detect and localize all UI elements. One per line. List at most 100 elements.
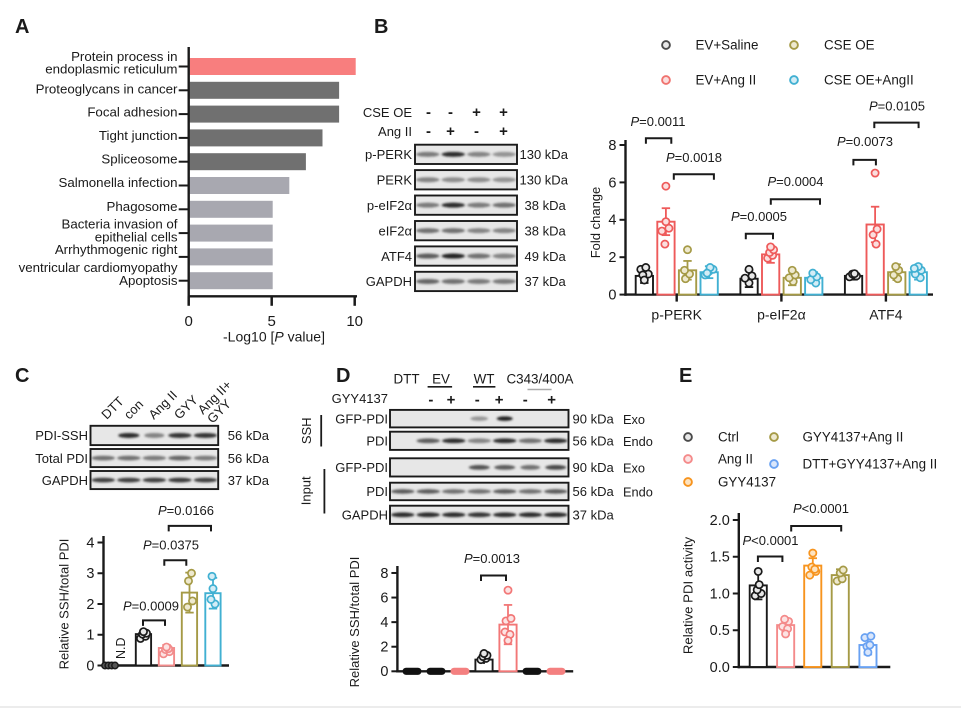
svg-text:Relative PDI activity: Relative PDI activity (681, 536, 696, 654)
svg-text:P=0.0011: P=0.0011 (630, 114, 685, 129)
svg-text:4: 4 (380, 615, 388, 631)
svg-text:PERK: PERK (377, 172, 413, 187)
svg-text:+: + (447, 392, 456, 409)
svg-text:ATF4: ATF4 (869, 307, 902, 323)
svg-text:1: 1 (86, 628, 94, 644)
svg-text:P=0.0073: P=0.0073 (837, 134, 893, 149)
svg-text:SSH: SSH (299, 417, 314, 444)
svg-text:P=0.0004: P=0.0004 (767, 174, 823, 189)
svg-text:0: 0 (380, 664, 388, 680)
svg-text:Total PDI: Total PDI (35, 451, 88, 466)
svg-text:Phagosome: Phagosome (107, 199, 178, 214)
svg-text:90 kDa: 90 kDa (573, 460, 615, 475)
svg-text:Exo: Exo (623, 461, 645, 476)
svg-text:B: B (374, 16, 388, 38)
svg-text:D: D (336, 365, 350, 387)
svg-text:2: 2 (380, 640, 388, 656)
svg-text:p-eIF2α: p-eIF2α (757, 307, 806, 323)
svg-text:A: A (15, 16, 29, 38)
svg-text:49 kDa: 49 kDa (525, 249, 567, 264)
svg-text:P=0.0375: P=0.0375 (143, 538, 199, 553)
svg-text:37 kDa: 37 kDa (228, 473, 270, 488)
svg-text:Exo: Exo (623, 412, 645, 427)
svg-text:-Log10 [P value]: -Log10 [P value] (223, 329, 325, 345)
svg-text:Ctrl: Ctrl (718, 430, 739, 445)
svg-text:DTT: DTT (393, 372, 419, 387)
svg-text:ventricular cardiomyopathy: ventricular cardiomyopathy (19, 260, 178, 275)
svg-text:p-eIF2α: p-eIF2α (367, 198, 413, 213)
svg-text:130 kDa: 130 kDa (520, 147, 569, 162)
svg-text:0: 0 (608, 288, 616, 304)
svg-text:2: 2 (86, 597, 94, 613)
svg-text:38 kDa: 38 kDa (525, 223, 567, 238)
svg-text:Relative SSH/total PDI: Relative SSH/total PDI (57, 539, 72, 670)
svg-text:GYY4137+Ang II: GYY4137+Ang II (803, 430, 904, 445)
svg-text:+: + (499, 123, 508, 140)
svg-text:56 kDa: 56 kDa (573, 434, 615, 449)
svg-text:Ang II: Ang II (378, 124, 412, 139)
svg-text:Tight junction: Tight junction (99, 128, 178, 143)
svg-text:E: E (679, 365, 692, 387)
svg-text:eIF2α: eIF2α (378, 223, 412, 238)
svg-text:+: + (499, 104, 508, 121)
svg-text:GYY4137: GYY4137 (718, 475, 776, 490)
svg-text:GAPDH: GAPDH (366, 274, 412, 289)
svg-text:P<0.0001: P<0.0001 (793, 501, 849, 516)
svg-text:P=0.0013: P=0.0013 (464, 551, 520, 566)
svg-text:2: 2 (608, 250, 616, 266)
svg-text:p-PERK: p-PERK (651, 307, 702, 323)
svg-text:+: + (495, 392, 504, 409)
svg-text:8: 8 (608, 138, 616, 154)
svg-text:Arrhythmogenic right: Arrhythmogenic right (55, 242, 178, 257)
svg-text:P=0.0105: P=0.0105 (869, 99, 925, 114)
svg-text:PDI: PDI (366, 434, 388, 449)
svg-text:38 kDa: 38 kDa (525, 198, 567, 213)
svg-text:ATF4: ATF4 (381, 249, 412, 264)
svg-text:+: + (472, 104, 481, 121)
svg-text:GFP-PDI: GFP-PDI (335, 460, 388, 475)
svg-text:DTT+GYY4137+Ang II: DTT+GYY4137+Ang II (803, 457, 938, 472)
svg-text:Relative SSH/total PDI: Relative SSH/total PDI (347, 557, 362, 688)
svg-text:1.0: 1.0 (710, 586, 730, 602)
svg-text:Endo: Endo (623, 434, 653, 449)
svg-text:8: 8 (380, 566, 388, 582)
svg-text:-: - (475, 392, 480, 409)
svg-text:GAPDH: GAPDH (342, 508, 388, 523)
svg-text:C: C (15, 365, 29, 387)
svg-text:P=0.0005: P=0.0005 (731, 209, 787, 224)
svg-text:GYY4137: GYY4137 (332, 391, 388, 406)
svg-text:3: 3 (86, 566, 94, 582)
svg-text:-: - (426, 123, 431, 140)
svg-text:CSE OE: CSE OE (824, 38, 875, 53)
svg-text:6: 6 (608, 175, 616, 191)
svg-text:37 kDa: 37 kDa (525, 274, 567, 289)
svg-text:Endo: Endo (623, 485, 653, 500)
svg-text:endoplasmic reticulum: endoplasmic reticulum (45, 62, 177, 77)
svg-text:EV: EV (432, 372, 450, 387)
svg-text:C343/400A: C343/400A (506, 372, 573, 387)
svg-text:6: 6 (380, 590, 388, 606)
svg-text:+: + (446, 123, 455, 140)
svg-text:2.0: 2.0 (710, 513, 730, 529)
svg-text:CSE OE+AngII: CSE OE+AngII (824, 73, 914, 88)
svg-text:Input: Input (299, 476, 314, 505)
svg-text:10: 10 (346, 313, 363, 330)
svg-text:Proteoglycans in cancer: Proteoglycans in cancer (36, 82, 178, 97)
svg-text:Ang II: Ang II (718, 452, 753, 467)
svg-text:Spliceosome: Spliceosome (101, 152, 177, 167)
svg-text:epithelial cells: epithelial cells (95, 229, 178, 244)
svg-text:130 kDa: 130 kDa (520, 172, 569, 187)
svg-text:Protein process in: Protein process in (71, 49, 177, 64)
svg-text:0: 0 (185, 313, 193, 330)
svg-text:-: - (474, 123, 479, 140)
svg-text:P=0.0018: P=0.0018 (666, 150, 722, 165)
svg-text:P=0.0166: P=0.0166 (158, 503, 214, 518)
svg-text:+: + (547, 392, 556, 409)
svg-text:4: 4 (608, 213, 616, 229)
svg-text:GFP-PDI: GFP-PDI (335, 411, 388, 426)
svg-text:P=0.0009: P=0.0009 (123, 599, 179, 614)
svg-text:4: 4 (86, 535, 94, 551)
svg-text:37 kDa: 37 kDa (573, 508, 615, 523)
svg-text:PDI: PDI (366, 484, 388, 499)
svg-text:EV+Saline: EV+Saline (696, 38, 759, 53)
